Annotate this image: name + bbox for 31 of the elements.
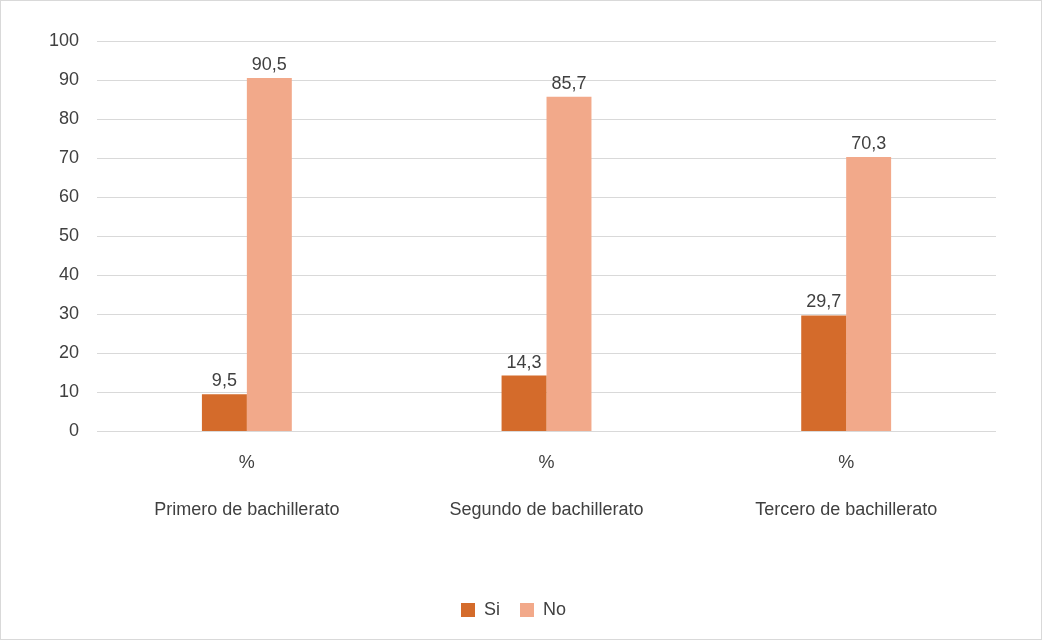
data-label: 29,7 [806, 291, 842, 312]
legend-label: Si [483, 598, 501, 619]
data-label: 14,3 [506, 351, 542, 372]
data-label: 9,5 [211, 370, 237, 391]
data-label: 90,5 [251, 54, 287, 75]
bar [201, 394, 247, 431]
x-tick-label: Segundo de bachillerato [449, 499, 644, 520]
y-tick-label: 20 [59, 342, 80, 363]
y-tick-label: 50 [59, 225, 80, 246]
y-tick-label: 0 [69, 420, 80, 441]
y-tick-label: 30 [59, 303, 80, 324]
text: % [838, 452, 855, 473]
text: % [538, 452, 555, 473]
bar [246, 78, 292, 431]
y-tick-label: 70 [59, 147, 80, 168]
bar [501, 375, 547, 431]
x-tick-label: Tercero de bachillerato [755, 499, 938, 520]
y-tick-label: 10 [59, 381, 80, 402]
legend-label: No [543, 598, 567, 619]
bar [801, 315, 847, 431]
y-tick-label: 60 [59, 186, 80, 207]
bar [546, 96, 592, 431]
y-tick-label: 40 [59, 264, 80, 285]
text: % [238, 452, 255, 473]
data-label: 85,7 [551, 72, 587, 93]
y-tick-label: 90 [59, 69, 80, 90]
y-tick-label: 100 [48, 29, 80, 50]
x-tick-label: Primero de bachillerato [154, 499, 340, 520]
y-tick-label: 80 [59, 108, 80, 129]
bar [846, 156, 892, 431]
data-label: 70,3 [851, 132, 887, 153]
